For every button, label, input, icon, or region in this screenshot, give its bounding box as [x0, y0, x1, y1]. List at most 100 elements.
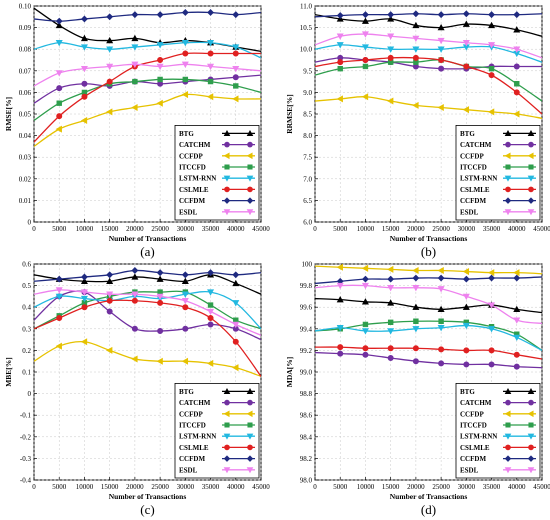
legend-marker — [223, 129, 231, 136]
data-point-esdl — [513, 46, 521, 53]
panel-caption: (c) — [140, 502, 154, 517]
x-tick-label: 30000 — [177, 225, 195, 233]
data-point-btg — [462, 303, 470, 310]
series-line-esdl — [315, 284, 542, 325]
data-point-catchm — [438, 65, 445, 72]
data-point-ccfdp — [55, 125, 62, 133]
series-line-ccfdp — [315, 265, 542, 275]
data-point-catchm — [412, 358, 419, 365]
data-point-lstm-rnn — [361, 328, 369, 335]
data-point-esdl — [156, 63, 164, 71]
data-point-ccfdp — [437, 266, 444, 274]
y-tick-label: 11.0 — [300, 3, 312, 11]
data-point-btg — [80, 277, 88, 284]
data-point-lstm-rnn — [462, 322, 470, 330]
data-point-catchm — [463, 361, 470, 368]
data-point-lstm-rnn — [106, 46, 114, 53]
legend: BTG CATCHM CCFDP ITCCFD LSTM-RNN CSLMLE CCFDM E… — [455, 382, 541, 479]
data-point-cslmle — [131, 297, 138, 304]
data-point-btg — [131, 34, 139, 42]
data-point-esdl — [513, 317, 521, 324]
data-point-cslmle — [513, 351, 520, 358]
legend-marker — [504, 455, 512, 462]
data-point-ccfdp — [387, 265, 394, 273]
data-point-btg — [513, 305, 521, 313]
data-point-ccfdp — [361, 264, 369, 272]
x-axis-label: Number of Transactions — [109, 492, 187, 501]
data-point-catchm — [513, 63, 520, 70]
data-point-esdl — [106, 291, 114, 298]
y-tick-label: 0.4 — [22, 304, 31, 312]
legend-box — [455, 125, 541, 221]
x-tick-label: 10000 — [76, 225, 94, 233]
series-line-cslmle — [315, 56, 542, 115]
data-point-cslmle — [387, 345, 394, 352]
data-point-ccfdp — [80, 116, 88, 124]
data-point-ccfdm — [106, 271, 114, 279]
legend-label: ESDL — [460, 208, 479, 216]
y-tick-label: 6.0 — [303, 219, 312, 227]
legend-box — [174, 125, 260, 221]
data-point-esdl — [131, 61, 139, 68]
legend-label: BTG — [179, 130, 194, 138]
legend-label: LSTM-RNN — [179, 433, 216, 441]
data-point-lstm-rnn — [361, 44, 369, 51]
y-tick-label: 10.0 — [300, 46, 313, 54]
data-point-ccfdp — [462, 106, 470, 114]
data-point-itccfd — [233, 83, 239, 89]
y-tick-label: 7.5 — [303, 154, 312, 162]
legend-marker — [246, 467, 254, 474]
data-point-ccfdp — [462, 268, 470, 276]
legend-label: CCFDM — [179, 455, 205, 463]
y-tick-label: 0 — [28, 390, 32, 398]
data-point-btg — [181, 277, 189, 284]
data-point-esdl — [412, 285, 420, 292]
x-tick-label: 30000 — [458, 225, 476, 233]
chart-panel-2: 0 5000 10000 15000 20000 25000 30000 35000 40000… — [285, 3, 550, 260]
data-point-ccfdp — [387, 97, 394, 105]
series-layer — [34, 7, 261, 147]
x-tick-label: 45000 — [252, 225, 270, 233]
x-tick-label: 20000 — [407, 225, 425, 233]
data-point-lstm-rnn — [412, 326, 420, 333]
legend-marker — [223, 209, 231, 216]
data-point-itccfd — [438, 318, 444, 324]
legend-marker — [528, 444, 534, 451]
data-point-catchm — [131, 325, 138, 332]
series-line-ccfdm — [34, 11, 261, 22]
data-point-btg — [361, 17, 369, 24]
data-point-lstm-rnn — [181, 40, 189, 47]
x-tick-label: 5000 — [52, 483, 67, 491]
data-point-esdl — [462, 40, 470, 47]
data-point-lstm-rnn — [387, 328, 395, 335]
legend-marker — [528, 141, 534, 148]
legend-label: CSLMLE — [460, 444, 490, 452]
legend-marker — [247, 141, 253, 148]
y-tick-label: 0.1 — [22, 369, 31, 377]
data-point-catchm — [56, 85, 63, 92]
legend-marker — [504, 433, 512, 440]
y-axis-label: MBE[%] — [4, 357, 13, 387]
data-point-ccfdp — [131, 104, 138, 112]
series-line-cslmle — [34, 52, 261, 143]
data-point-esdl — [106, 63, 114, 71]
legend-marker — [527, 455, 535, 462]
series-line-ccfdm — [315, 276, 542, 285]
data-point-cslmle — [207, 50, 214, 57]
data-point-ccfdm — [181, 271, 189, 279]
y-tick-label: 0.10 — [19, 3, 32, 11]
legend-marker — [224, 422, 230, 428]
data-point-lstm-rnn — [488, 326, 496, 333]
legend-label: CCFDM — [179, 197, 205, 205]
data-point-itccfd — [56, 100, 62, 106]
data-point-btg — [412, 21, 420, 29]
x-tick-label: 15000 — [382, 225, 400, 233]
data-point-ccfdp — [336, 264, 343, 271]
data-point-cslmle — [463, 347, 470, 354]
data-point-esdl — [80, 289, 88, 296]
y-tick-label: 7.0 — [303, 175, 312, 183]
x-tick-label: 15000 — [382, 483, 400, 491]
data-point-btg — [232, 279, 240, 287]
data-point-cslmle — [387, 54, 394, 61]
legend-marker — [505, 164, 511, 170]
